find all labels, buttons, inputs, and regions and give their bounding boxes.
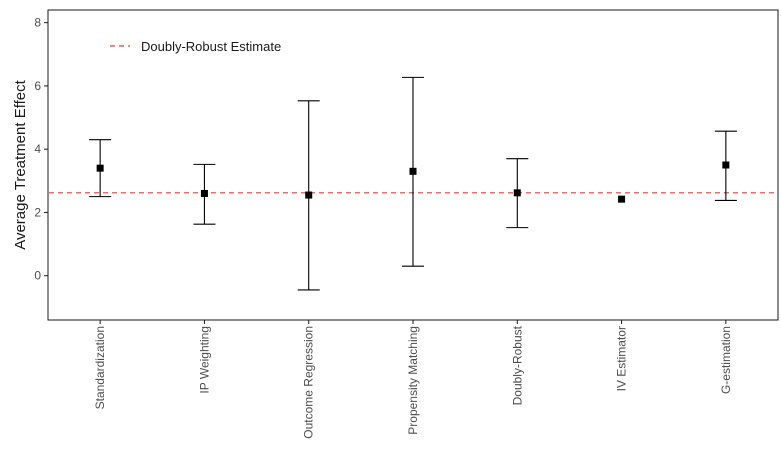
point-estimate	[513, 189, 521, 197]
x-tick-label: IV Estimator	[615, 326, 629, 391]
y-tick-label: 6	[34, 79, 41, 93]
x-tick-label: Outcome Regression	[302, 326, 316, 439]
point-estimate	[96, 164, 104, 172]
y-axis: 0 2 4 6 8	[34, 16, 48, 283]
point-estimate	[722, 161, 730, 169]
point-estimate	[618, 195, 626, 203]
y-tick-label: 0	[34, 269, 41, 283]
x-axis: Standardization IP Weighting Outcome Regre…	[93, 320, 733, 439]
legend-label: Doubly-Robust Estimate	[141, 39, 281, 54]
legend: Doubly-Robust Estimate	[110, 39, 281, 54]
x-tick-label: G-estimation	[719, 326, 733, 394]
point-estimate	[305, 191, 313, 199]
point-estimates	[96, 161, 730, 203]
x-tick-label: Propensity Matching	[406, 326, 420, 435]
x-tick-label: Doubly-Robust	[510, 325, 524, 405]
y-tick-label: 2	[34, 205, 41, 219]
y-tick-label: 8	[34, 16, 41, 30]
y-tick-label: 4	[34, 142, 41, 156]
x-tick-label: IP Weighting	[197, 326, 211, 394]
point-estimate	[200, 189, 208, 197]
y-axis-title: Average Treatment Effect	[12, 79, 29, 249]
point-estimate	[409, 167, 417, 175]
x-tick-label: Standardization	[93, 326, 107, 409]
error-bars	[89, 76, 737, 291]
